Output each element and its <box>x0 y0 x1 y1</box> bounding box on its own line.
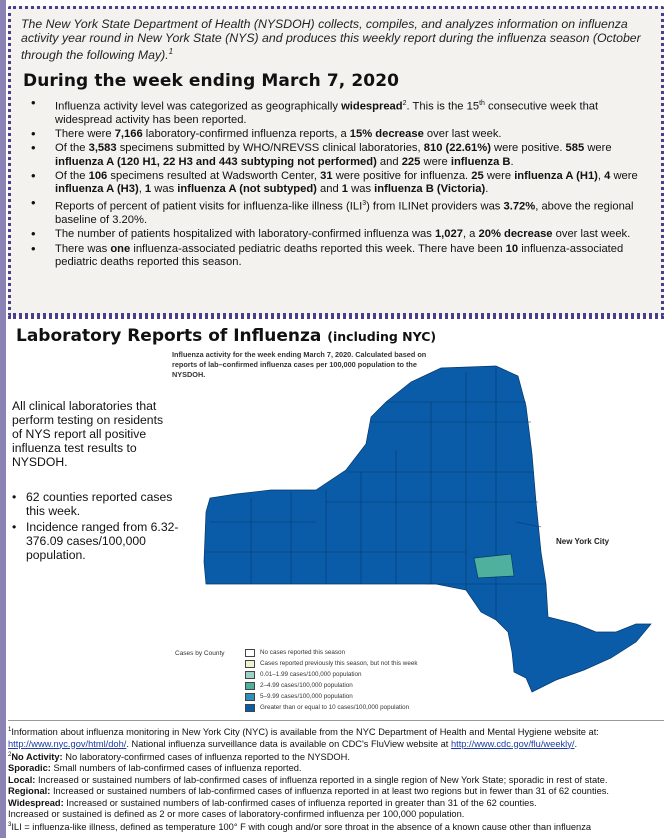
ny-county-map <box>196 362 662 706</box>
map-caption: Influenza activity for the week ending M… <box>172 350 427 379</box>
footnote-ili: 3ILI = influenza-like illness, defined a… <box>8 822 592 833</box>
footnote-local: Local: Increased or sustained numbers of… <box>8 774 608 785</box>
legend-swatch-very-high <box>245 703 255 712</box>
cdc-fluview-link[interactable]: http://www.cdc.gov/flu/weekly/ <box>450 738 575 749</box>
legend-swatch-moderate <box>245 681 255 690</box>
legend-row: No cases reported this season <box>245 647 418 658</box>
dotted-separator <box>8 316 664 319</box>
nyc-doh-link[interactable]: http://www.nyc.gov/html/doh/ <box>8 738 127 749</box>
legend-items: No cases reported this season Cases repo… <box>245 647 418 713</box>
legend-row: Greater than or equal to 10 cases/100,00… <box>245 702 418 713</box>
nyc-label: New York City <box>556 537 610 546</box>
footnotes: 1Information about influenza monitoring … <box>8 720 664 834</box>
legend-swatch-high <box>245 692 255 701</box>
bullet-wadsworth: Of the 106 specimens resulted at Wadswor… <box>31 169 651 196</box>
legend-row: Cases reported previously this season, b… <box>245 658 418 669</box>
lab-bullet-incidence: Incidence ranged from 6.32-376.09 cases/… <box>12 520 182 562</box>
bullet-hospitalized: The number of patients hospitalized with… <box>31 227 651 241</box>
legend-swatch-none <box>245 648 255 657</box>
footnote-widespread: Widespread: Increased or sustained numbe… <box>8 797 537 808</box>
lab-bullets: 62 counties reported cases this week. In… <box>12 490 182 564</box>
footnote-1: 1Information about influenza monitoring … <box>8 727 599 749</box>
summary-box: The New York State Department of Health … <box>8 6 664 316</box>
ny-state-map-svg <box>203 365 652 693</box>
bullet-lab-reports: There were 7,166 laboratory-confirmed in… <box>31 127 651 141</box>
lab-section-title: Laboratory Reports of Influenza (includi… <box>16 326 437 346</box>
footnote-sporadic: Sporadic: Small numbers of lab-confirmed… <box>8 763 302 774</box>
sidebar-strip <box>0 0 6 838</box>
legend-swatch-previous <box>245 659 255 668</box>
footnote-sustained: Increased or sustained is defined as 2 o… <box>8 809 465 820</box>
lab-description: All clinical laboratories that perform t… <box>12 399 164 469</box>
legend-row: 5–9.99 cases/100,000 population <box>245 691 418 702</box>
legend-row: 0.01–1.99 cases/100,000 population <box>245 669 418 680</box>
bullet-ili: Reports of percent of patient visits for… <box>31 196 651 227</box>
bullet-clinical-labs: Of the 3,583 specimens submitted by WHO/… <box>31 141 651 168</box>
lab-bullet-counties: 62 counties reported cases this week. <box>12 490 182 518</box>
week-heading: During the week ending March 7, 2020 <box>23 71 400 92</box>
greene-county-highlight <box>473 553 515 579</box>
legend-swatch-low <box>245 670 255 679</box>
intro-text: The New York State Department of Health … <box>21 17 641 63</box>
ny-state-shape <box>203 365 652 693</box>
legend-label: Cases by County <box>175 650 225 657</box>
footnote-no-activity: 2No Activity: No laboratory-confirmed ca… <box>8 751 350 762</box>
summary-bullets: Influenza activity level was categorized… <box>21 96 651 269</box>
footnote-regional: Regional: Increased or sustained numbers… <box>8 786 610 797</box>
bullet-activity-level: Influenza activity level was categorized… <box>31 96 651 127</box>
bullet-pediatric-deaths: There was one influenza-associated pedia… <box>31 242 651 269</box>
legend-row: 2–4.99 cases/100,000 population <box>245 680 418 691</box>
